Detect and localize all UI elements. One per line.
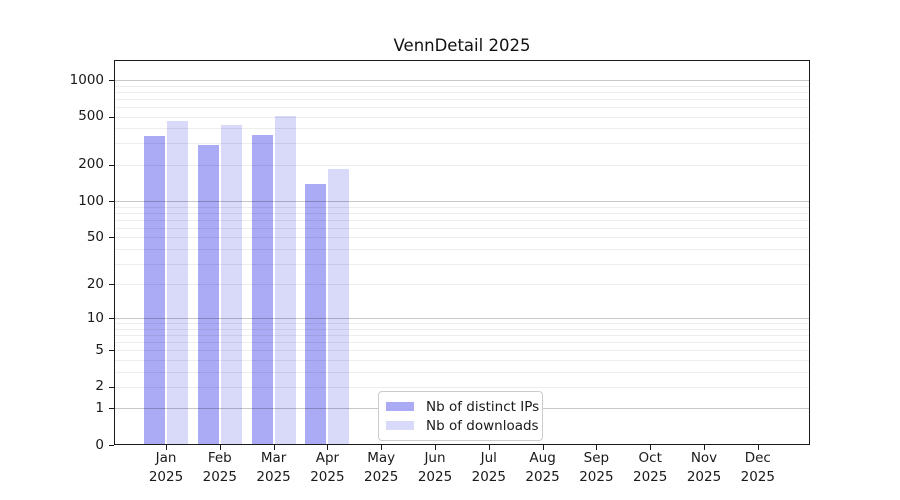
month-label: Jul bbox=[480, 450, 497, 466]
y-tick-mark bbox=[109, 164, 114, 166]
x-tick-mark bbox=[704, 445, 705, 450]
month-label: Jan bbox=[155, 450, 177, 466]
bar-downloads-feb bbox=[220, 125, 242, 445]
y-tick-mark bbox=[109, 386, 114, 388]
month-label: Aug bbox=[529, 450, 556, 466]
x-tick-label-oct: Oct 2025 bbox=[620, 449, 680, 487]
x-tick-mark bbox=[488, 445, 490, 450]
month-label: Mar bbox=[260, 450, 287, 466]
month-label: Oct bbox=[638, 450, 662, 466]
x-tick-label-nov: Nov 2025 bbox=[674, 449, 734, 487]
month-label: Feb bbox=[207, 450, 232, 466]
y-tick-mark bbox=[109, 284, 114, 286]
x-tick-mark bbox=[273, 445, 275, 450]
legend-swatch bbox=[386, 421, 414, 430]
month-label: May bbox=[367, 450, 396, 466]
bar-distinct-ips-apr bbox=[305, 183, 327, 445]
y-tick-mark bbox=[109, 201, 114, 203]
x-tick-mark bbox=[650, 445, 652, 450]
legend-row: Nb of downloads bbox=[379, 416, 542, 435]
bar-downloads-apr bbox=[328, 168, 350, 445]
y-tick-label: 50 bbox=[86, 228, 104, 245]
x-tick-mark bbox=[166, 445, 167, 450]
chart-title: VennDetail 2025 bbox=[393, 36, 531, 55]
y-tick-label: 10 bbox=[86, 309, 104, 326]
x-tick-mark bbox=[327, 445, 329, 450]
legend: Nb of distinct IPs Nb of downloads bbox=[378, 391, 543, 441]
bars-layer bbox=[114, 60, 810, 445]
year-label: 2025 bbox=[471, 469, 506, 485]
x-tick-label-sep: Sep 2025 bbox=[566, 449, 626, 487]
y-tick-mark bbox=[109, 350, 114, 352]
year-label: 2025 bbox=[633, 469, 668, 485]
x-tick-mark bbox=[219, 445, 221, 450]
year-label: 2025 bbox=[310, 469, 345, 485]
x-tick-mark bbox=[435, 445, 436, 450]
y-tick-mark bbox=[109, 318, 114, 320]
legend-label: Nb of distinct IPs bbox=[426, 398, 540, 415]
x-tick-label-dec: Dec 2025 bbox=[728, 449, 788, 487]
y-tick-label: 100 bbox=[78, 192, 104, 209]
y-tick-label: 5 bbox=[95, 341, 104, 358]
year-label: 2025 bbox=[579, 469, 614, 485]
year-label: 2025 bbox=[525, 469, 560, 485]
x-tick-label-apr: Apr 2025 bbox=[297, 449, 357, 487]
year-label: 2025 bbox=[148, 469, 184, 485]
bar-downloads-jan bbox=[167, 120, 188, 445]
x-tick-mark bbox=[757, 445, 759, 450]
x-tick-mark bbox=[381, 445, 383, 450]
x-tick-label-may: May 2025 bbox=[351, 449, 411, 487]
bar-downloads-mar bbox=[274, 116, 296, 445]
year-label: 2025 bbox=[202, 469, 237, 485]
y-tick-label: 200 bbox=[78, 156, 104, 173]
x-tick-label-mar: Mar 2025 bbox=[244, 449, 304, 487]
bar-distinct-ips-jan bbox=[144, 135, 165, 445]
month-label: Sep bbox=[583, 450, 610, 466]
y-tick-label: 20 bbox=[86, 275, 104, 292]
y-tick-label: 1 bbox=[95, 399, 104, 416]
y-tick-label: 2 bbox=[95, 378, 104, 395]
x-tick-label-aug: Aug 2025 bbox=[513, 449, 573, 487]
legend-row: Nb of distinct IPs bbox=[379, 397, 542, 416]
y-tick-mark bbox=[109, 237, 114, 239]
legend-label: Nb of downloads bbox=[426, 417, 539, 434]
year-label: 2025 bbox=[417, 469, 453, 485]
x-tick-label-feb: Feb 2025 bbox=[190, 449, 250, 487]
year-label: 2025 bbox=[686, 469, 722, 485]
y-tick-mark bbox=[109, 116, 114, 118]
y-tick-label: 500 bbox=[78, 108, 104, 125]
x-tick-label-jan: Jan 2025 bbox=[136, 449, 196, 487]
bar-distinct-ips-feb bbox=[197, 144, 219, 445]
y-tick-label: 0 bbox=[95, 436, 104, 453]
month-label: Jun bbox=[424, 450, 446, 466]
month-label: Nov bbox=[690, 450, 718, 466]
plot-area bbox=[114, 60, 810, 445]
y-tick-mark bbox=[109, 80, 114, 81]
x-tick-label-jun: Jun 2025 bbox=[405, 449, 465, 487]
year-label: 2025 bbox=[364, 469, 399, 485]
y-tick-label: 1000 bbox=[69, 71, 104, 88]
x-tick-mark bbox=[596, 445, 598, 450]
x-tick-label-jul: Jul 2025 bbox=[459, 449, 519, 487]
bar-distinct-ips-mar bbox=[251, 135, 273, 445]
year-label: 2025 bbox=[740, 469, 775, 485]
month-label: Apr bbox=[315, 450, 340, 466]
month-label: Dec bbox=[744, 450, 771, 466]
x-tick-mark bbox=[542, 445, 544, 450]
year-label: 2025 bbox=[256, 469, 291, 485]
y-tick-mark bbox=[109, 445, 114, 446]
y-tick-mark bbox=[109, 408, 114, 410]
legend-swatch bbox=[386, 402, 414, 411]
